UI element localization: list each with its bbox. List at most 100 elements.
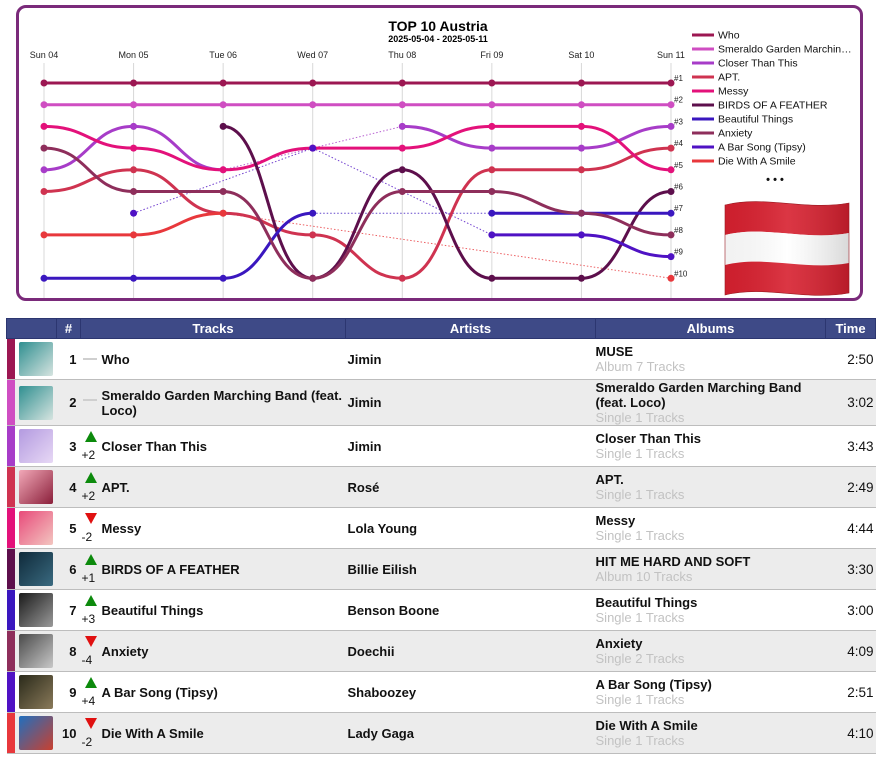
table-row[interactable]: 1 Who Jimin MUSE Album 7 Tracks 2:50 bbox=[6, 338, 876, 380]
header-rank[interactable]: # bbox=[56, 318, 81, 339]
album-cover-apt[interactable] bbox=[18, 470, 53, 504]
album-cell[interactable]: APT. Single 1 Tracks bbox=[595, 466, 826, 508]
artist-name[interactable]: Benson Boone bbox=[345, 589, 596, 631]
chart-title: TOP 10 Austria bbox=[388, 18, 488, 34]
artist-name[interactable]: Jimin bbox=[345, 425, 596, 467]
rank-label: #10 bbox=[674, 269, 688, 278]
rank-point bbox=[40, 122, 48, 130]
tracks-table: # Tracks Artists Albums Time 1 Who Jimin MU… bbox=[6, 318, 877, 754]
legend-label: BIRDS OF A FEATHER bbox=[718, 100, 828, 112]
artist-name[interactable]: Rosé bbox=[345, 466, 596, 508]
rank-point bbox=[577, 166, 585, 174]
rank-label: #4 bbox=[674, 139, 683, 148]
album-cover-a-bar-song[interactable] bbox=[18, 675, 53, 709]
rank-point bbox=[40, 274, 48, 282]
rank-point bbox=[488, 122, 496, 130]
artist-name[interactable]: Doechii bbox=[345, 630, 596, 672]
album-cover-beautiful-things[interactable] bbox=[18, 593, 53, 627]
album-cover-muse[interactable] bbox=[18, 385, 53, 420]
track-name[interactable]: Closer Than This bbox=[100, 425, 346, 467]
track-name[interactable]: Anxiety bbox=[100, 630, 346, 672]
rank-point bbox=[398, 144, 406, 152]
rank-point bbox=[577, 274, 585, 282]
cover-cell bbox=[14, 425, 57, 467]
rank-label: #1 bbox=[674, 74, 683, 83]
rank-point bbox=[219, 166, 227, 174]
rank-number: 4 bbox=[56, 466, 81, 508]
album-cell[interactable]: A Bar Song (Tipsy) Single 1 Tracks bbox=[595, 671, 826, 713]
track-duration: 3:02 bbox=[825, 379, 876, 426]
artist-name[interactable]: Billie Eilish bbox=[345, 548, 596, 590]
day-label: Sun 04 bbox=[30, 50, 59, 60]
rank-up-icon bbox=[84, 431, 97, 442]
album-info: Single 1 Tracks bbox=[595, 692, 685, 707]
header-tracks[interactable]: Tracks bbox=[79, 318, 347, 339]
artist-name[interactable]: Shaboozey bbox=[345, 671, 596, 713]
table-row[interactable]: 3 +2 Closer Than This Jimin Closer Than This… bbox=[6, 425, 876, 467]
rank-point bbox=[398, 166, 406, 174]
table-row[interactable]: 4 +2 APT. Rosé APT. Single 1 Tracks 2:49 bbox=[6, 466, 876, 508]
rank-point bbox=[130, 101, 138, 109]
track-name[interactable]: APT. bbox=[100, 466, 346, 508]
album-cell[interactable]: MUSE Album 7 Tracks bbox=[595, 338, 826, 380]
header-artists[interactable]: Artists bbox=[345, 318, 597, 339]
rank-point bbox=[577, 79, 585, 87]
track-duration: 3:43 bbox=[825, 425, 876, 467]
album-cell[interactable]: Closer Than This Single 1 Tracks bbox=[595, 425, 826, 467]
album-cover-die-with-a-smile[interactable] bbox=[18, 716, 53, 750]
header-albums[interactable]: Albums bbox=[595, 318, 827, 339]
artist-name[interactable]: Jimin bbox=[345, 338, 596, 380]
track-name[interactable]: Messy bbox=[100, 507, 346, 549]
album-cell[interactable]: Smeraldo Garden Marching Band (feat. Loc… bbox=[595, 379, 826, 426]
album-cell[interactable]: HIT ME HARD AND SOFT Album 10 Tracks bbox=[595, 548, 826, 590]
artist-name[interactable]: Lola Young bbox=[345, 507, 596, 549]
track-name[interactable]: A Bar Song (Tipsy) bbox=[100, 671, 346, 713]
table-row[interactable]: 10 -2 Die With A Smile Lady Gaga Die With A … bbox=[6, 712, 876, 754]
axis-labels: Sun 04 Mon 05 Tue 06 Wed 07 Thu 08 Fri 09 Sat … bbox=[30, 18, 688, 278]
rank-point bbox=[667, 101, 675, 109]
day-label: Sat 10 bbox=[568, 50, 594, 60]
flag-shade bbox=[724, 201, 850, 296]
album-cover-messy[interactable] bbox=[18, 511, 53, 545]
table-row[interactable]: 6 +1 BIRDS OF A FEATHER Billie Eilish HIT ME… bbox=[6, 548, 876, 590]
table-row[interactable]: 2 Smeraldo Garden Marching Band (feat. Lo… bbox=[6, 379, 876, 426]
row-color-bar bbox=[6, 712, 15, 754]
rank-number: 6 bbox=[56, 548, 81, 590]
album-cell[interactable]: Messy Single 1 Tracks bbox=[595, 507, 826, 549]
track-name[interactable]: Die With A Smile bbox=[100, 712, 346, 754]
rank-label: #9 bbox=[674, 248, 683, 257]
rank-point bbox=[130, 274, 138, 282]
rank-label: #8 bbox=[674, 226, 683, 235]
table-row[interactable]: 8 -4 Anxiety Doechii Anxiety Single 2 Tracks 4… bbox=[6, 630, 876, 672]
table-row[interactable]: 5 -2 Messy Lola Young Messy Single 1 Tracks 4:… bbox=[6, 507, 876, 549]
rank-change: +3 bbox=[80, 589, 101, 631]
header-blank bbox=[6, 318, 57, 339]
header-time[interactable]: Time bbox=[825, 318, 877, 339]
grid-lines bbox=[43, 63, 672, 298]
table-row[interactable]: 7 +3 Beautiful Things Benson Boone Beautiful… bbox=[6, 589, 876, 631]
album-cover-hit-me-hard-and-soft[interactable] bbox=[18, 552, 53, 586]
track-name[interactable]: Beautiful Things bbox=[100, 589, 346, 631]
track-name[interactable]: Smeraldo Garden Marching Band (feat. Loc… bbox=[100, 379, 346, 426]
table-row[interactable]: 9 +4 A Bar Song (Tipsy) Shaboozey A Bar Song… bbox=[6, 671, 876, 713]
album-cover-closer-than-this[interactable] bbox=[18, 429, 53, 463]
album-info: Single 2 Tracks bbox=[595, 651, 685, 666]
artist-name[interactable]: Lady Gaga bbox=[345, 712, 596, 754]
album-cover-muse[interactable] bbox=[18, 342, 53, 376]
legend-label: Die With A Smile bbox=[718, 156, 796, 168]
album-cover-anxiety[interactable] bbox=[18, 634, 53, 668]
album-name: Messy bbox=[595, 513, 636, 528]
track-name[interactable]: Who bbox=[100, 338, 346, 380]
album-cell[interactable]: Anxiety Single 2 Tracks bbox=[595, 630, 826, 672]
album-info: Single 1 Tracks bbox=[595, 528, 685, 543]
cover-cell bbox=[14, 548, 57, 590]
rank-point bbox=[398, 188, 406, 195]
rank-change-value: -2 bbox=[81, 530, 93, 544]
album-cell[interactable]: Die With A Smile Single 1 Tracks bbox=[595, 712, 826, 754]
row-color-bar bbox=[6, 466, 15, 508]
track-name[interactable]: BIRDS OF A FEATHER bbox=[100, 548, 346, 590]
series-line bbox=[400, 124, 673, 150]
album-cell[interactable]: Beautiful Things Single 1 Tracks bbox=[595, 589, 826, 631]
cover-cell bbox=[14, 712, 57, 754]
artist-name[interactable]: Jimin bbox=[345, 379, 596, 426]
